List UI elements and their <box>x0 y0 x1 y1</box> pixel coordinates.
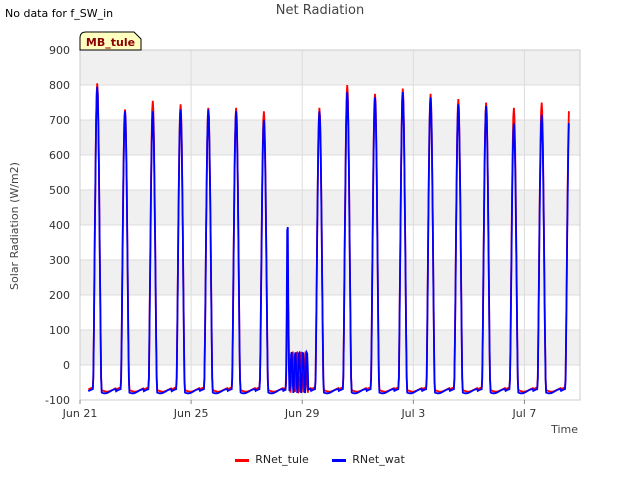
series-lines <box>87 83 570 395</box>
y-tick-label: 700 <box>49 114 70 127</box>
background-band <box>80 190 580 225</box>
y-tick-label: 600 <box>49 149 70 162</box>
y-tick-label: 200 <box>49 289 70 302</box>
background-band <box>80 260 580 295</box>
y-tick-label: 800 <box>49 79 70 92</box>
legend: RNet_tule RNet_wat <box>0 453 640 466</box>
x-tick-label: Jul 7 <box>512 407 537 420</box>
background-band <box>80 50 580 85</box>
background-band <box>80 330 580 365</box>
site-badge-label: MB_tule <box>86 36 135 49</box>
y-tick-label: 900 <box>49 44 70 57</box>
site-badge: MB_tule <box>79 31 142 51</box>
x-tick-label: Jun 25 <box>173 407 209 420</box>
series-line-rnet-wat <box>87 86 570 395</box>
x-axis-label: Time <box>550 423 578 436</box>
y-axis-label: Solar Radiation (W/m2) <box>8 162 21 290</box>
plot-area-frame <box>79 49 581 401</box>
chart-title: Net Radiation <box>275 3 365 18</box>
y-tick-label: 100 <box>49 324 70 337</box>
legend-item-rnet-tule: RNet_tule <box>235 453 309 466</box>
x-axis-ticks: Jun 21 Jun 25 Jun 29 Jul 3 Jul 7 <box>62 400 537 420</box>
x-tick-label: Jun 21 <box>62 407 98 420</box>
y-tick-label: 500 <box>49 184 70 197</box>
legend-swatch-rnet-wat <box>332 458 347 462</box>
x-tick-label: Jun 29 <box>284 407 320 420</box>
legend-swatch-rnet-tule <box>235 458 250 462</box>
y-tick-label: -100 <box>45 394 70 407</box>
background-band <box>80 120 580 155</box>
legend-label-rnet-wat: RNet_wat <box>352 453 405 466</box>
background-bands <box>80 50 580 365</box>
y-axis-ticks: -100 0 100 200 300 400 500 600 700 800 900 <box>45 44 70 407</box>
legend-item-rnet-wat: RNet_wat <box>332 453 405 466</box>
x-tick-label: Jul 3 <box>400 407 425 420</box>
y-tick-label: 300 <box>49 254 70 267</box>
legend-label-rnet-tule: RNet_tule <box>255 453 309 466</box>
no-data-note: No data for f_SW_in <box>5 7 114 20</box>
y-tick-label: 0 <box>63 359 70 372</box>
y-tick-label: 400 <box>49 219 70 232</box>
